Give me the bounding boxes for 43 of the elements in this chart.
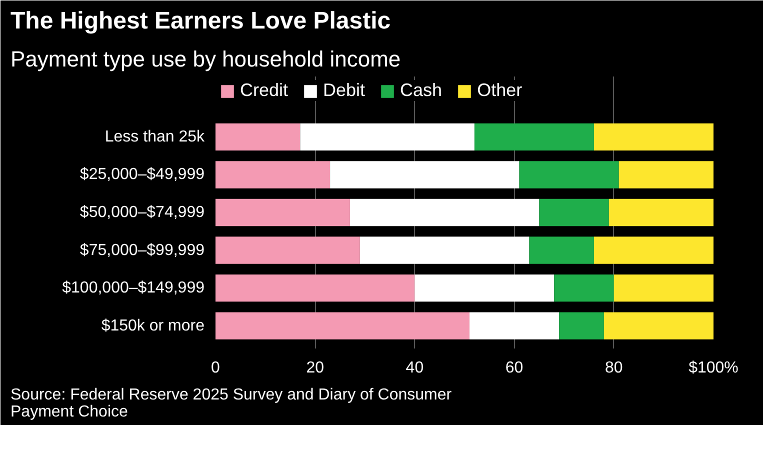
legend-label: Other	[477, 80, 522, 101]
bar	[594, 123, 714, 151]
bar	[594, 236, 714, 264]
y-tick-label: $150k or more	[101, 317, 205, 334]
bar	[216, 161, 330, 188]
legend-label: Debit	[323, 80, 366, 101]
bar	[300, 123, 474, 151]
bar	[350, 198, 540, 226]
x-tick-label: 20	[306, 360, 324, 376]
y-tick-label: $75,000–$99,999	[80, 242, 205, 259]
legend-label: Cash	[400, 80, 442, 101]
x-tick-label: 0	[211, 360, 220, 376]
bar	[474, 123, 594, 151]
x-tick-label: 60	[505, 360, 524, 376]
x-tick-label: $100%	[688, 360, 738, 376]
y-tick-label: $25,000–$49,999	[80, 166, 205, 184]
bar	[360, 236, 530, 264]
bar	[614, 274, 714, 302]
bar	[330, 161, 520, 188]
x-tick-label: 80	[605, 360, 623, 376]
bar	[216, 312, 470, 340]
y-tick-label: $100,000–$149,999	[62, 280, 205, 297]
bar	[216, 236, 360, 264]
bar	[519, 161, 619, 188]
x-tick-label: 40	[406, 360, 424, 376]
bar	[554, 274, 614, 302]
bar	[604, 312, 714, 340]
bar	[216, 198, 350, 226]
y-tick-label: Less than 25k	[104, 128, 206, 146]
bar	[608, 198, 714, 226]
bar	[559, 312, 604, 340]
bar	[216, 123, 300, 151]
bar	[618, 161, 714, 188]
bar	[469, 312, 560, 340]
legend-label: Credit	[240, 80, 288, 101]
chart-subtitle: Payment type use by household income	[10, 46, 401, 72]
y-tick-label: $50,000–$74,999	[80, 204, 205, 221]
source-note: Source: Federal Reserve 2025 Survey and Diary of Consumer Payment Choice	[10, 386, 452, 420]
chart-title: The Highest Earners Love Plastic	[10, 8, 391, 34]
bar	[414, 274, 554, 302]
bar	[539, 198, 609, 226]
bar	[216, 274, 415, 302]
bar	[529, 236, 594, 264]
